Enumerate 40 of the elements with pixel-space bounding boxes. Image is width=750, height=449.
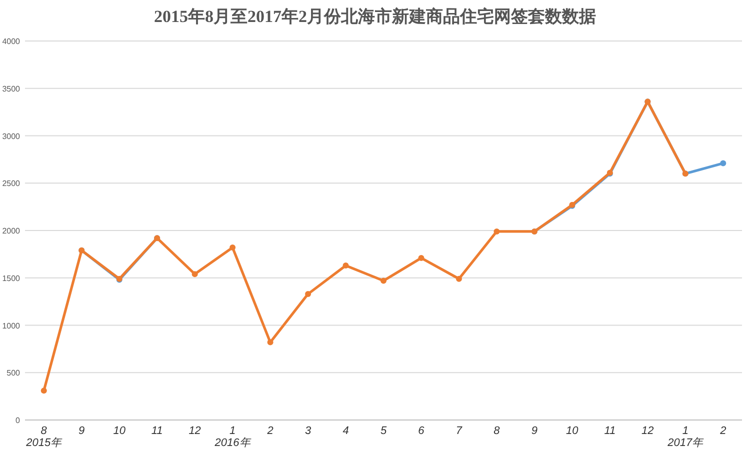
x-tick-label: 11 [604,425,616,437]
point [380,278,386,284]
y-tick-label: 0 [16,416,21,425]
y-tick-label: 3500 [2,84,21,94]
point [494,228,500,234]
point [230,244,236,251]
y-tick-label: 2500 [2,179,21,188]
point [192,271,198,278]
x-tick-label: 7 [456,425,463,437]
x-tick-label: 9 [531,425,538,437]
x-tick-label: 8 [494,425,501,437]
y-tick-label: 3000 [2,132,21,141]
x-tick-label: 12 [188,425,201,437]
x-tick-label: 8 2015年 [25,425,63,449]
x-tick-label: 1 2016年 [214,425,252,449]
x-tick-label: 12 [642,425,654,437]
x-tick-label: 9 [78,425,85,437]
point [720,160,726,166]
point [40,388,47,394]
point [456,276,462,282]
x-tick-label: 4 [342,425,349,437]
x-tick-label: 10 [113,425,126,437]
x-tick-label: 10 [566,425,580,437]
x-tick-label: 11 [151,425,163,437]
point [342,262,349,269]
x-tick-label: 5 [380,425,388,437]
point [305,290,312,297]
y-tick-label: 500 [6,368,21,378]
x-tick-label: 2 [719,425,726,437]
y-tick-label: 2000 [2,226,21,236]
point [418,254,424,261]
x-tick-label: 1 2017年 [666,425,704,449]
x-tick-label: 3 [304,425,312,437]
y-tick-label: 4000 [2,37,21,46]
y-tick-label: 1500 [2,274,21,283]
point [267,339,274,346]
y-tick-label: 1000 [2,321,21,330]
chart-title: 2015年8月至2017年2月份北海市新建商品住宅网签套数数据 [154,7,596,26]
x-tick-label: 6 [418,425,426,437]
x-tick-label: 2 [266,425,274,437]
